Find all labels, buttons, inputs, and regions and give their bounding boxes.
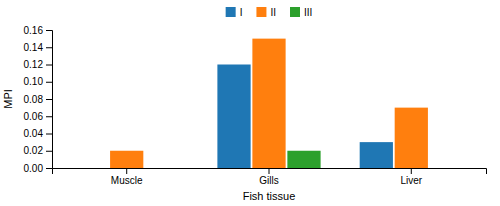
y-tick: 0.08 [24, 94, 52, 105]
bar [217, 65, 250, 169]
y-axis: 0.00 0.02 0.04 0.06 0.08 0.10 0.12 0.14 0.16 [24, 25, 53, 174]
x-tick: Liver [400, 168, 422, 186]
y-axis-title: MPI [2, 89, 14, 109]
chart: Muscle Gills Liver 0.00 0.02 0.04 0.06 0.08 0.10… [0, 0, 500, 206]
bar [287, 151, 320, 168]
x-tick-mark [126, 168, 127, 174]
bar [360, 142, 393, 168]
bars [110, 39, 428, 168]
legend-swatch [226, 7, 236, 17]
x-tick-label: Liver [400, 175, 422, 186]
legend-label: III [304, 7, 312, 18]
y-tick: 0.14 [24, 42, 52, 53]
y-tick-mark [46, 134, 52, 135]
x-tick-label: Muscle [111, 175, 143, 186]
y-tick-mark [46, 30, 52, 31]
y-tick-mark [46, 151, 52, 152]
y-tick-mark [46, 116, 52, 117]
legend-swatch [290, 7, 300, 17]
x-tick-mark [269, 168, 270, 174]
y-tick-label: 0.00 [24, 163, 44, 174]
y-tick-label: 0.10 [24, 76, 44, 87]
bar [145, 168, 178, 169]
legend-item: III [290, 7, 312, 18]
legend-label: I [240, 7, 243, 18]
legend-item: I [226, 7, 243, 18]
y-tick-mark [46, 168, 52, 169]
x-tick: Gills [259, 168, 278, 186]
y-tick: 0.04 [24, 128, 52, 139]
y-tick-label: 0.14 [24, 42, 44, 53]
legend-item: II [256, 7, 276, 18]
y-tick-label: 0.04 [24, 128, 44, 139]
y-axis-line [46, 31, 53, 169]
bar [75, 168, 108, 169]
plot: Muscle Gills Liver 0.00 0.02 0.04 0.06 0.08 0.10… [24, 25, 487, 186]
y-tick: 0.12 [24, 59, 52, 70]
legend-swatch [256, 7, 266, 17]
y-tick: 0.06 [24, 111, 52, 122]
y-tick-label: 0.02 [24, 145, 44, 156]
x-axis: Muscle Gills Liver [53, 168, 487, 186]
bar-series [110, 39, 428, 168]
y-tick: 0.02 [24, 145, 52, 156]
x-tick: Muscle [111, 168, 143, 186]
legend: IIIIII [226, 7, 313, 18]
bar [252, 39, 285, 168]
y-tick-label: 0.12 [24, 59, 44, 70]
y-tick-mark [46, 99, 52, 100]
bar [395, 108, 428, 168]
bar-series [287, 151, 320, 168]
x-tick-mark [411, 168, 412, 174]
y-tick: 0.00 [24, 163, 52, 174]
legend-label: II [270, 7, 276, 18]
y-tick-mark [46, 47, 52, 48]
x-tick-label: Gills [259, 175, 278, 186]
y-tick-mark [46, 65, 52, 66]
y-tick-label: 0.08 [24, 94, 44, 105]
bar [110, 151, 143, 168]
bar [430, 168, 463, 169]
y-tick-label: 0.16 [24, 25, 44, 36]
y-tick: 0.16 [24, 25, 52, 36]
x-axis-line [53, 169, 487, 175]
y-tick-mark [46, 82, 52, 83]
x-axis-title: Fish tissue [243, 190, 296, 202]
bar-series [217, 65, 393, 169]
y-tick-label: 0.06 [24, 111, 44, 122]
y-tick: 0.10 [24, 76, 52, 87]
